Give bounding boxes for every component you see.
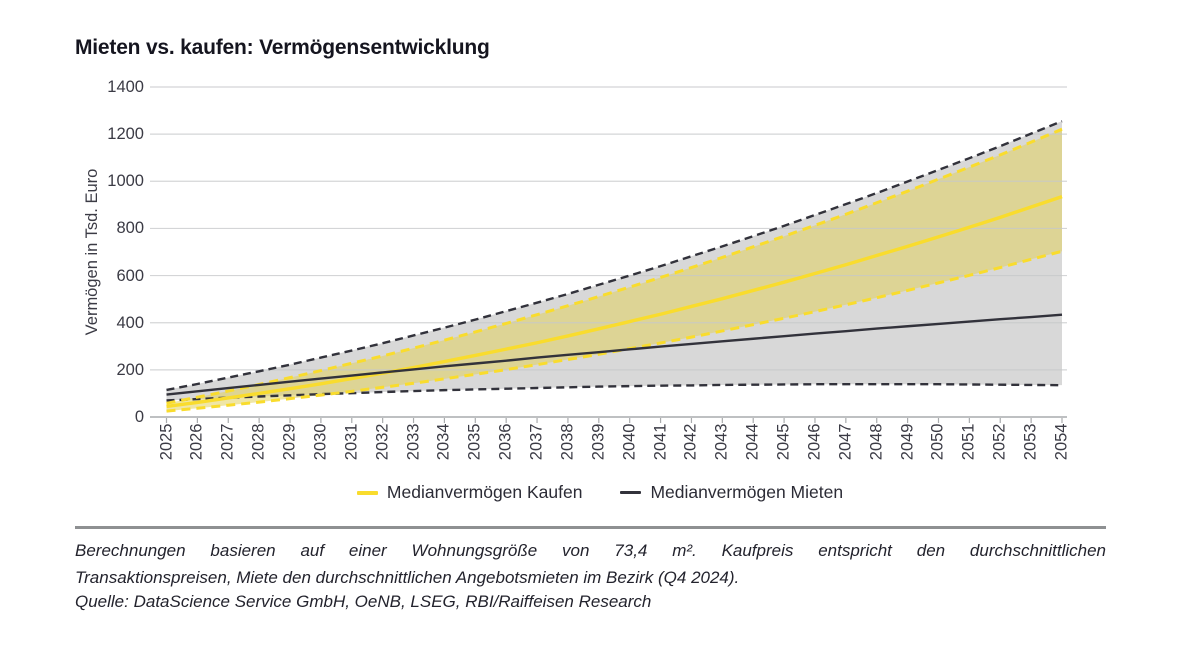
x-tick-label: 2051	[959, 423, 978, 461]
legend-dash-mieten-icon	[620, 491, 642, 494]
legend-label-mieten: Medianvermögen Mieten	[650, 482, 844, 502]
series-mieten-median	[166, 313, 1063, 396]
footnote-text: Berechnungen basieren auf einer Wohnungs…	[75, 537, 1106, 591]
x-tick-label: 2038	[558, 423, 577, 461]
x-tick-label: 2045	[774, 423, 793, 461]
y-tick-label: 200	[116, 360, 144, 379]
x-tick-label: 2029	[280, 423, 299, 461]
y-tick-label: 1000	[107, 172, 144, 191]
y-tick-label: 1200	[107, 125, 144, 144]
x-tick-label: 2048	[867, 423, 886, 461]
x-tick-label: 2043	[712, 423, 731, 461]
source-text: Quelle: DataScience Service GmbH, OeNB, …	[75, 592, 652, 611]
x-tick-label: 2041	[651, 423, 670, 461]
x-tick-label: 2036	[496, 423, 515, 461]
x-tick-label: 2028	[249, 423, 268, 461]
footnote-line-1: Berechnungen basieren auf einer Wohnungs…	[75, 541, 1106, 560]
chart-canvas	[150, 86, 1067, 423]
separator-line	[75, 526, 1106, 529]
x-tick-label: 2046	[805, 423, 824, 461]
series-mieten-upper	[166, 120, 1063, 392]
x-tick-label: 2037	[527, 423, 546, 461]
x-tick-label: 2030	[311, 423, 330, 461]
x-tick-label: 2044	[743, 423, 762, 461]
x-tick-label: 2034	[434, 423, 453, 461]
x-tick-label: 2050	[928, 423, 947, 461]
y-tick-label: 1400	[107, 78, 144, 96]
x-tick-label: 2031	[342, 423, 361, 461]
chart-legend: Medianvermögen Kaufen Medianvermögen Mie…	[0, 482, 1200, 503]
x-tick-label: 2049	[898, 423, 917, 461]
x-tick-label: 2027	[218, 423, 237, 461]
legend-label-kaufen: Medianvermögen Kaufen	[386, 482, 583, 502]
chart-title: Mieten vs. kaufen: Vermögensentwicklung	[75, 36, 490, 59]
y-tick-label: 400	[116, 313, 144, 332]
series-kaufen-upper	[166, 127, 1063, 405]
x-tick-label: 2047	[836, 423, 855, 461]
series-kaufen-median	[166, 194, 1063, 409]
x-tick-label: 2033	[404, 423, 423, 461]
x-tick-label: 2054	[1052, 423, 1071, 461]
x-tick-label: 2053	[1021, 423, 1040, 461]
x-tick-label: 2042	[681, 423, 700, 461]
x-tick-label: 2040	[620, 423, 639, 461]
legend-item-mieten: Medianvermögen Mieten	[620, 482, 843, 503]
legend-item-kaufen: Medianvermögen Kaufen	[356, 482, 583, 503]
y-tick-label: 0	[134, 408, 144, 426]
footnote-line-2: Transaktionspreisen, Miete den durchschn…	[75, 568, 740, 587]
kaufen-konfidenzband	[166, 129, 1062, 412]
x-tick-label: 2026	[187, 423, 206, 461]
legend-dash-kaufen-icon	[356, 490, 378, 495]
x-tick-label: 2032	[373, 423, 392, 461]
y-tick-label: 600	[116, 266, 144, 285]
x-tick-label: 2039	[589, 423, 608, 461]
x-tick-label: 2025	[157, 423, 175, 461]
x-tick-label: 2035	[465, 423, 484, 461]
x-tick-label: 2052	[990, 423, 1009, 461]
y-tick-label: 800	[116, 219, 144, 238]
